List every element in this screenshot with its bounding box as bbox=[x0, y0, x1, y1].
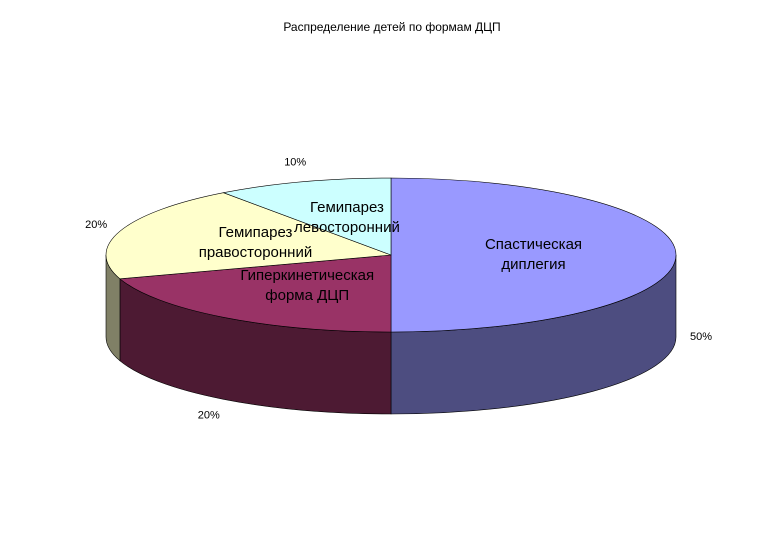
slice-label: Гемипарез левосторонний bbox=[294, 199, 400, 237]
slice bbox=[119, 254, 392, 333]
value-label: 50% bbox=[690, 331, 712, 343]
slice bbox=[105, 192, 392, 280]
slice-label: Спастическая диплегия bbox=[484, 236, 583, 273]
slice bbox=[222, 177, 392, 256]
slice-label: Гиперкинетическая форма ДЦП bbox=[240, 267, 375, 305]
slice-label: Гемипарез правосторонний bbox=[198, 224, 313, 262]
value-label: 10% bbox=[284, 157, 306, 169]
slice bbox=[390, 177, 677, 333]
value-label: 20% bbox=[85, 219, 107, 231]
value-label: 20% bbox=[198, 409, 220, 421]
chart-title: Распределение детей по формам ДЦП bbox=[283, 20, 500, 34]
